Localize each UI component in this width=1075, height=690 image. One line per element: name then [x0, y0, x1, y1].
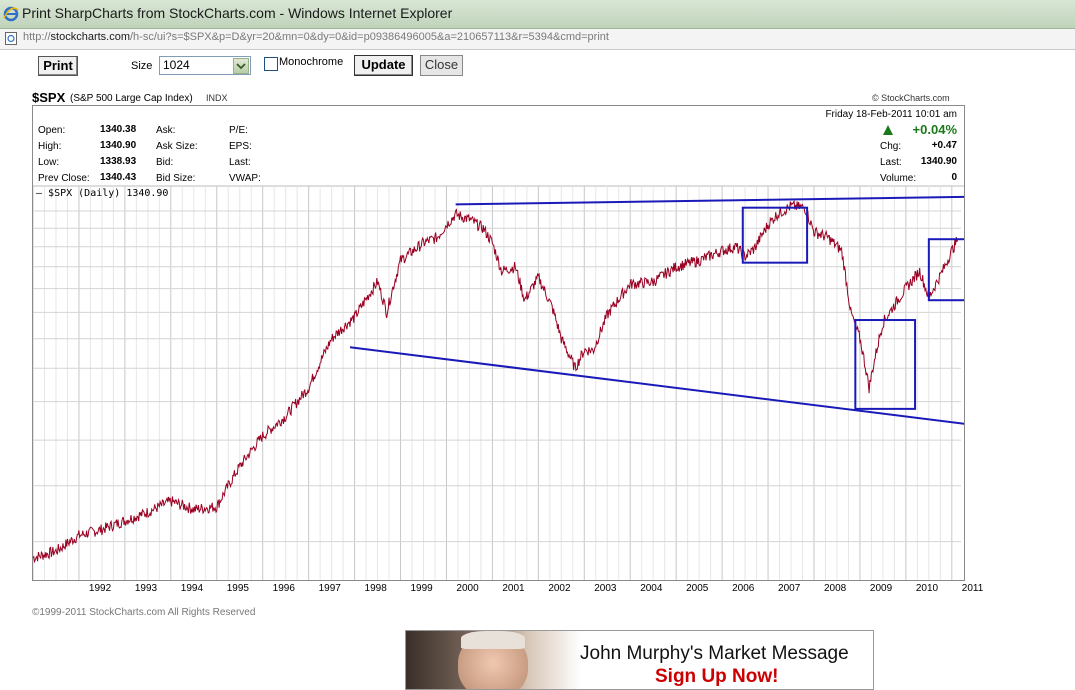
x-tick-label: 1997: [318, 583, 341, 594]
spx-price-line: [33, 199, 959, 564]
x-tick-label: 2007: [778, 583, 801, 594]
up-arrow-icon: [883, 125, 893, 135]
x-tick-label: 2001: [502, 583, 525, 594]
ask-size-label: Ask Size:: [156, 141, 198, 152]
last-label: Last:: [880, 157, 902, 168]
annotation-box: [854, 319, 917, 410]
chg-label: Chg:: [880, 141, 902, 152]
pe-label: P/E:: [229, 125, 248, 136]
x-tick-label: 1994: [180, 583, 204, 594]
chart-symbol-type: INDX: [206, 93, 228, 103]
update-button[interactable]: Update: [354, 55, 413, 76]
open-label: Open:: [38, 125, 66, 136]
x-tick-label: 1993: [134, 583, 158, 594]
x-tick-label: 2006: [732, 583, 755, 594]
x-tick-label: 2009: [869, 583, 893, 594]
high-label: High:: [38, 141, 62, 152]
vwap-label: VWAP:: [229, 173, 261, 184]
high-value: 1340.90: [100, 140, 137, 151]
volume-label: Volume:: [880, 173, 917, 184]
x-tick-label: 2005: [686, 583, 709, 594]
chart-credit: © StockCharts.com: [872, 93, 950, 103]
footer-copyright: ©1999-2011 StockCharts.com All Rights Re…: [32, 607, 256, 618]
window-title: Print SharpCharts from StockCharts.com -…: [22, 5, 453, 21]
size-label: Size: [131, 60, 153, 72]
window-titlebar: Print SharpCharts from StockCharts.com -…: [0, 0, 1075, 29]
x-tick-label: 1998: [364, 583, 387, 594]
trendline: [349, 346, 964, 425]
prev-close-label: Prev Close:: [38, 173, 90, 184]
volume-value: 0: [951, 172, 957, 183]
open-value: 1340.38: [100, 124, 137, 135]
ad-title: John Murphy's Market Message: [580, 643, 849, 664]
quote-date: Friday 18-Feb-2011 10:01 am: [825, 109, 957, 120]
close-button[interactable]: Close: [420, 55, 463, 76]
x-tick-label: 2011: [961, 583, 984, 594]
x-tick-label: 2002: [548, 583, 571, 594]
ad-hair-image: [461, 631, 525, 649]
annotation-box: [927, 238, 964, 302]
bid-size-label: Bid Size:: [156, 173, 196, 184]
chart-symbol: $SPX: [32, 90, 66, 105]
price-chart: 400500600700800900100010020030014001500 …: [32, 105, 965, 581]
x-tick-label: 2000: [456, 583, 479, 594]
x-tick-label: 2003: [594, 583, 617, 594]
size-select[interactable]: 1024: [159, 56, 251, 75]
ie-logo-icon: [3, 6, 19, 22]
chg-value: +0.47: [931, 140, 957, 151]
x-tick-label: 1995: [226, 583, 249, 594]
series-legend: — $SPX (Daily) 1340.90: [36, 188, 169, 199]
x-tick-label: 2008: [823, 583, 847, 594]
x-tick-label: 1992: [88, 583, 112, 594]
x-tick-label: 2004: [640, 583, 663, 594]
pct-change: +0.04%: [912, 122, 957, 137]
trendline: [455, 195, 964, 206]
bid-label: Bid:: [156, 157, 174, 168]
ask-label: Ask:: [156, 125, 176, 136]
url-text[interactable]: http://stockcharts.com/h-sc/ui?s=$SPX&p=…: [23, 31, 609, 43]
low-value: 1338.93: [100, 156, 137, 167]
print-button[interactable]: Print: [38, 56, 78, 76]
page-icon: [5, 32, 17, 45]
last-value: 1340.90: [920, 156, 957, 167]
ad-signup-link[interactable]: Sign Up Now!: [655, 666, 779, 687]
low-label: Low:: [38, 157, 60, 168]
chart-symbol-name: (S&P 500 Large Cap Index): [70, 93, 193, 104]
annotation-box: [741, 206, 809, 264]
prev-close-value: 1340.43: [100, 172, 137, 183]
monochrome-label: Monochrome: [279, 56, 344, 68]
eps-label: EPS:: [229, 141, 252, 152]
address-bar[interactable]: http://stockcharts.com/h-sc/ui?s=$SPX&p=…: [0, 29, 1075, 50]
size-value: 1024: [163, 58, 190, 72]
ad-banner[interactable]: John Murphy's Market Message Sign Up Now…: [405, 630, 874, 690]
price-chart-svg: 400500600700800900100010020030014001500: [33, 185, 964, 580]
last-label-mid: Last:: [229, 157, 251, 168]
x-tick-label: 1999: [410, 583, 433, 594]
monochrome-checkbox[interactable]: [264, 57, 278, 71]
x-tick-label: 2010: [915, 583, 939, 594]
x-tick-label: 1996: [272, 583, 295, 594]
chevron-down-icon[interactable]: [233, 58, 249, 74]
